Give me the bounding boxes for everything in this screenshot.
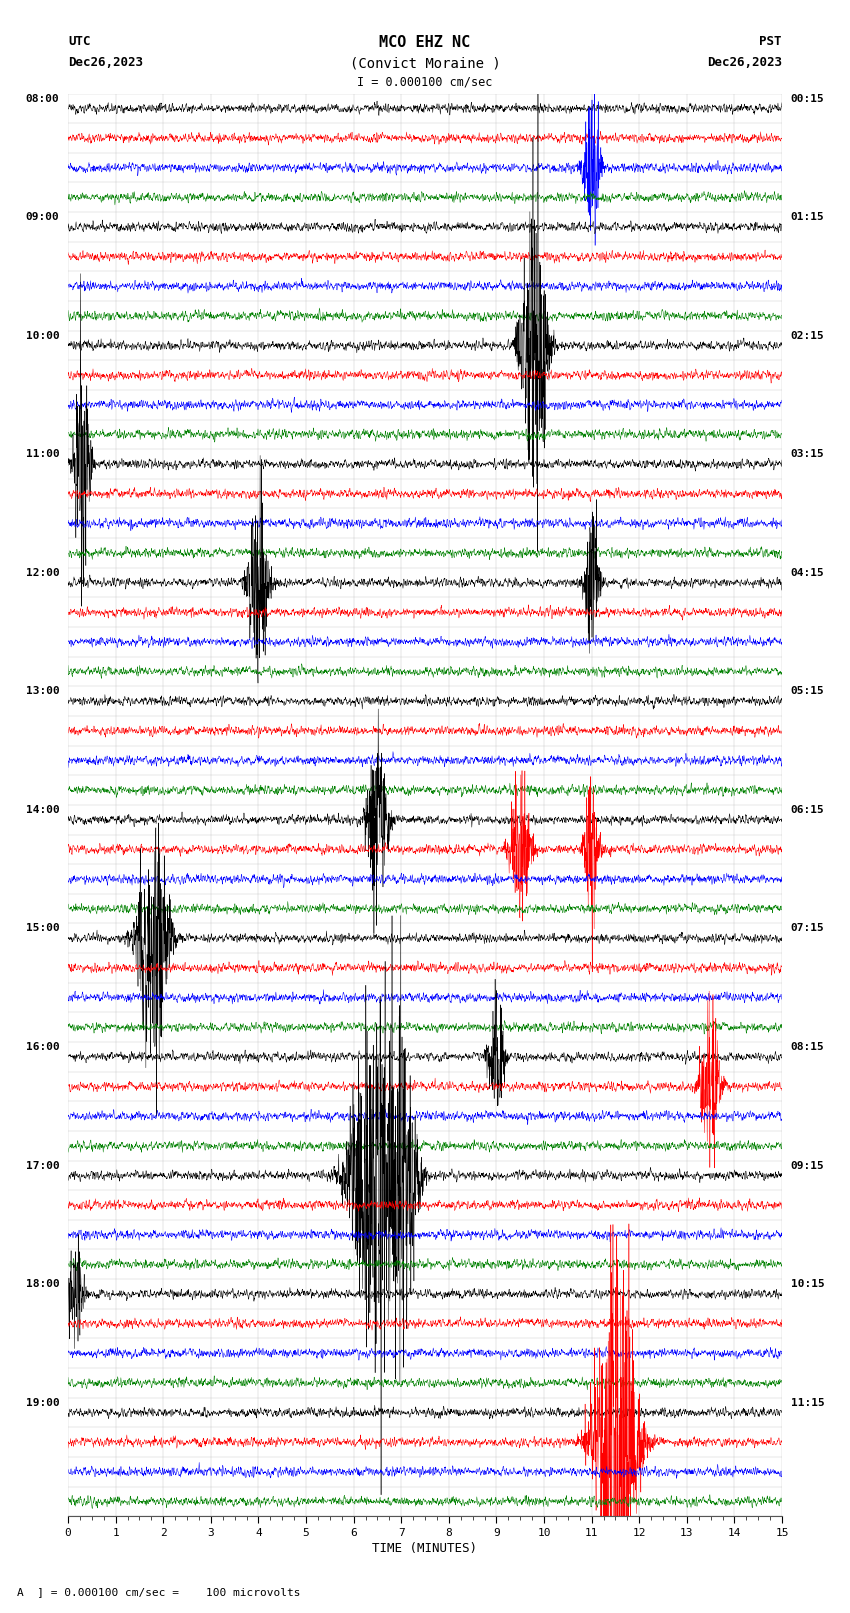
Text: 11:00: 11:00 (26, 450, 60, 460)
Text: 02:15: 02:15 (790, 331, 824, 340)
Text: 08:00: 08:00 (26, 94, 60, 103)
Text: 04:15: 04:15 (790, 568, 824, 577)
Text: MCO EHZ NC: MCO EHZ NC (379, 35, 471, 50)
Text: Dec26,2023: Dec26,2023 (707, 56, 782, 69)
Text: 09:00: 09:00 (26, 213, 60, 223)
Text: 17:00: 17:00 (26, 1161, 60, 1171)
Text: A  ] = 0.000100 cm/sec =    100 microvolts: A ] = 0.000100 cm/sec = 100 microvolts (17, 1587, 301, 1597)
Text: 08:15: 08:15 (790, 1042, 824, 1052)
Text: 10:15: 10:15 (790, 1279, 824, 1289)
Text: 10:00: 10:00 (26, 331, 60, 340)
Text: 00:15: 00:15 (790, 94, 824, 103)
Text: (Convict Moraine ): (Convict Moraine ) (349, 56, 501, 71)
Text: 05:15: 05:15 (790, 687, 824, 697)
Text: 01:15: 01:15 (790, 213, 824, 223)
X-axis label: TIME (MINUTES): TIME (MINUTES) (372, 1542, 478, 1555)
Text: 16:00: 16:00 (26, 1042, 60, 1052)
Text: 13:00: 13:00 (26, 687, 60, 697)
Text: 19:00: 19:00 (26, 1397, 60, 1408)
Text: UTC: UTC (68, 35, 90, 48)
Text: 09:15: 09:15 (790, 1161, 824, 1171)
Text: 07:15: 07:15 (790, 923, 824, 934)
Text: PST: PST (760, 35, 782, 48)
Text: 06:15: 06:15 (790, 805, 824, 815)
Text: 18:00: 18:00 (26, 1279, 60, 1289)
Text: I = 0.000100 cm/sec: I = 0.000100 cm/sec (357, 76, 493, 89)
Text: 03:15: 03:15 (790, 450, 824, 460)
Text: 15:00: 15:00 (26, 923, 60, 934)
Text: 11:15: 11:15 (790, 1397, 824, 1408)
Text: Dec26,2023: Dec26,2023 (68, 56, 143, 69)
Text: 14:00: 14:00 (26, 805, 60, 815)
Text: 12:00: 12:00 (26, 568, 60, 577)
